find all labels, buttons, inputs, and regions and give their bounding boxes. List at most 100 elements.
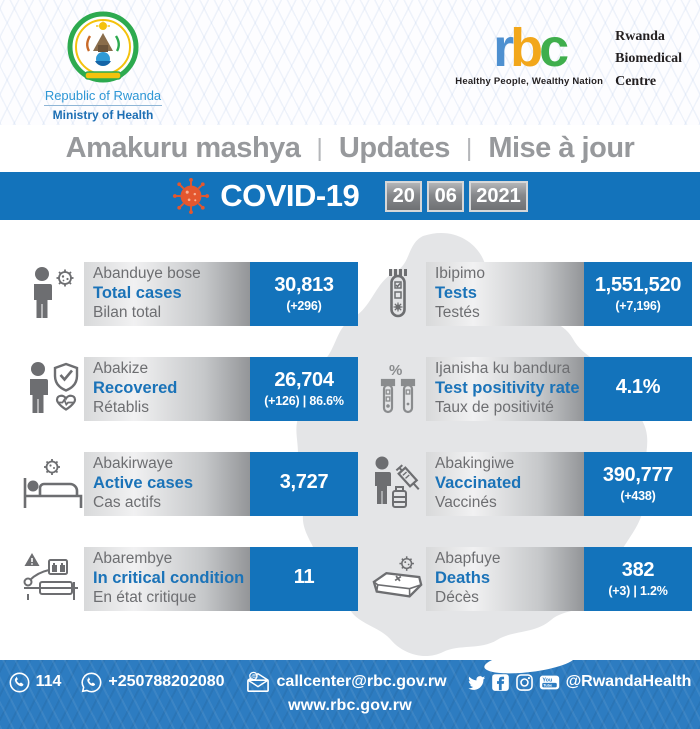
facebook-icon: [491, 673, 509, 691]
label-french: Vaccinés: [435, 493, 497, 511]
phone-icon: [9, 672, 30, 692]
coronavirus-icon: [173, 177, 210, 215]
label-english: Deaths: [435, 569, 491, 588]
stat-active-cases: Abakirwaye Active cases Cas actifs 3,727: [22, 436, 358, 531]
label-english: Tests: [435, 284, 477, 303]
deaths-value: 382: [621, 559, 655, 581]
stats-section: Abanduye bose Total cases Bilan total 30…: [0, 220, 700, 660]
deaths-value-box: 382 (+3) | 1.2%: [584, 546, 692, 611]
rbc-name-line1: Rwanda: [615, 29, 665, 44]
label-french: Taux de positivité: [435, 398, 554, 416]
phone-contact: +250788202080: [81, 672, 225, 693]
rwanda-coat-of-arms-icon: [67, 11, 139, 83]
stat-labels: Abakirwaye Active cases Cas actifs: [84, 451, 250, 516]
label-kinyarwanda: Abarembye: [93, 549, 173, 567]
label-kinyarwanda: Abakirwaye: [93, 454, 174, 472]
positivity-rate-icon: %: [370, 360, 426, 418]
person-virus-icon: [22, 265, 84, 323]
title-english: Updates: [338, 132, 450, 164]
vaccine-icon: [370, 455, 426, 513]
email-address: callcenter@rbc.gov.rw: [276, 673, 447, 690]
phone-number: +250788202080: [108, 673, 225, 690]
date-day: 20: [385, 180, 423, 212]
stat-labels: Abapfuye Deaths Décès: [426, 546, 584, 611]
stat-total-cases: Abanduye bose Total cases Bilan total 30…: [22, 246, 358, 341]
stats-right-column: Ibipimo Tests Testés 1,551,520 (+7,196) …: [370, 246, 692, 626]
stats-left-column: Abanduye bose Total cases Bilan total 30…: [22, 246, 358, 626]
label-english: Test positivity rate: [435, 379, 580, 398]
critical-care-icon: [22, 550, 84, 608]
social-media: You Tube @RwandaHealth: [467, 673, 692, 692]
label-french: Décès: [435, 588, 479, 606]
stat-vaccinated: Abakingiwe Vaccinated Vaccinés 390,777 (…: [370, 436, 692, 531]
recovered-value-box: 26,704 (+126) | 86.6%: [250, 356, 358, 421]
total-cases-delta: (+296): [286, 299, 322, 313]
vaccinated-value-box: 390,777 (+438): [584, 451, 692, 516]
covid-19-title: COVID-19: [220, 178, 360, 213]
date-month: 06: [427, 180, 465, 212]
active-cases-value: 3,727: [279, 471, 329, 493]
email-icon: @: [246, 671, 269, 692]
label-kinyarwanda: Abanduye bose: [93, 264, 201, 282]
label-french: Testés: [435, 303, 480, 321]
stat-labels: Abarembye In critical condition En état …: [84, 546, 250, 611]
svg-text:You: You: [542, 677, 552, 683]
footer: 114 +250788202080 @ callcenter@rbc.gov.r…: [0, 645, 700, 729]
rbc-letter-c: c: [539, 18, 569, 78]
title-french: Mise à jour: [488, 132, 635, 164]
positivity-rate-value: 4.1%: [615, 376, 661, 398]
stat-deaths: Abapfuye Deaths Décès 382 (+3) | 1.2%: [370, 531, 692, 626]
stat-labels: Ibipimo Tests Testés: [426, 261, 584, 326]
label-english: Vaccinated: [435, 474, 522, 493]
hotline-number: 114: [35, 673, 62, 690]
critical-condition-value-box: 11: [250, 546, 358, 611]
rbc-name: Rwanda Biomedical Centre: [615, 26, 682, 93]
stat-critical-condition: Abarembye In critical condition En état …: [22, 531, 358, 626]
stat-recovered: Abakize Recovered Rétablis 26,704 (+126)…: [22, 341, 358, 436]
updates-title-band: Amakuru mashya | Updates | Mise à jour: [0, 125, 700, 172]
tests-value-box: 1,551,520 (+7,196): [584, 261, 692, 326]
recovered-delta: (+126) | 86.6%: [264, 394, 344, 408]
total-cases-value-box: 30,813 (+296): [250, 261, 358, 326]
email-contact: @ callcenter@rbc.gov.rw: [245, 671, 447, 693]
recovered-value: 26,704: [274, 369, 334, 391]
stat-test-positivity: %: [370, 341, 692, 436]
youtube-icon: You Tube: [539, 675, 559, 689]
label-english: Recovered: [93, 379, 178, 398]
label-kinyarwanda: Abapfuye: [435, 549, 501, 567]
rbc-logo-letters: rbc: [455, 21, 603, 75]
deaths-delta: (+3) | 1.2%: [608, 584, 668, 598]
label-kinyarwanda: Abakize: [93, 359, 149, 377]
website-url: www.rbc.gov.rw: [288, 697, 412, 714]
hotline: 114: [9, 672, 62, 693]
instagram-icon: [515, 673, 533, 691]
whatsapp-icon: [81, 672, 102, 692]
rbc-name-line3: Centre: [615, 73, 657, 89]
header: Republic of Rwanda Ministry of Health rb…: [0, 0, 700, 125]
label-english: Active cases: [93, 474, 193, 493]
critical-condition-value: 11: [293, 566, 315, 588]
label-kinyarwanda: Ijanisha ku bandura: [435, 359, 571, 377]
rbc-name-line2: Biomedical: [615, 51, 682, 67]
tests-delta: (+7,196): [615, 299, 661, 313]
stat-labels: Ijanisha ku bandura Test positivity rate…: [426, 356, 584, 421]
ministry-of-health-label: Ministry of Health: [52, 108, 154, 122]
label-french: En état critique: [93, 588, 197, 606]
covid-banner: COVID-19 20 06 2021: [0, 172, 700, 220]
date-year: 2021: [469, 180, 528, 212]
title-kinyarwanda: Amakuru mashya: [65, 132, 301, 164]
active-cases-value-box: 3,727: [250, 451, 358, 516]
label-french: Cas actifs: [93, 493, 162, 511]
divider: [44, 105, 162, 106]
report-date: 20 06 2021: [385, 180, 528, 212]
footer-contacts: 114 +250788202080 @ callcenter@rbc.gov.r…: [0, 660, 700, 693]
positivity-rate-value-box: 4.1%: [584, 356, 692, 421]
test-tube-icon: [370, 265, 426, 323]
social-icons: You Tube: [467, 673, 560, 692]
government-branding: Republic of Rwanda Ministry of Health: [38, 10, 168, 122]
rbc-letter-b: b: [510, 18, 543, 78]
social-handle: @RwandaHealth: [565, 673, 692, 690]
svg-text:@: @: [251, 674, 257, 680]
svg-text:Tube: Tube: [543, 682, 553, 687]
